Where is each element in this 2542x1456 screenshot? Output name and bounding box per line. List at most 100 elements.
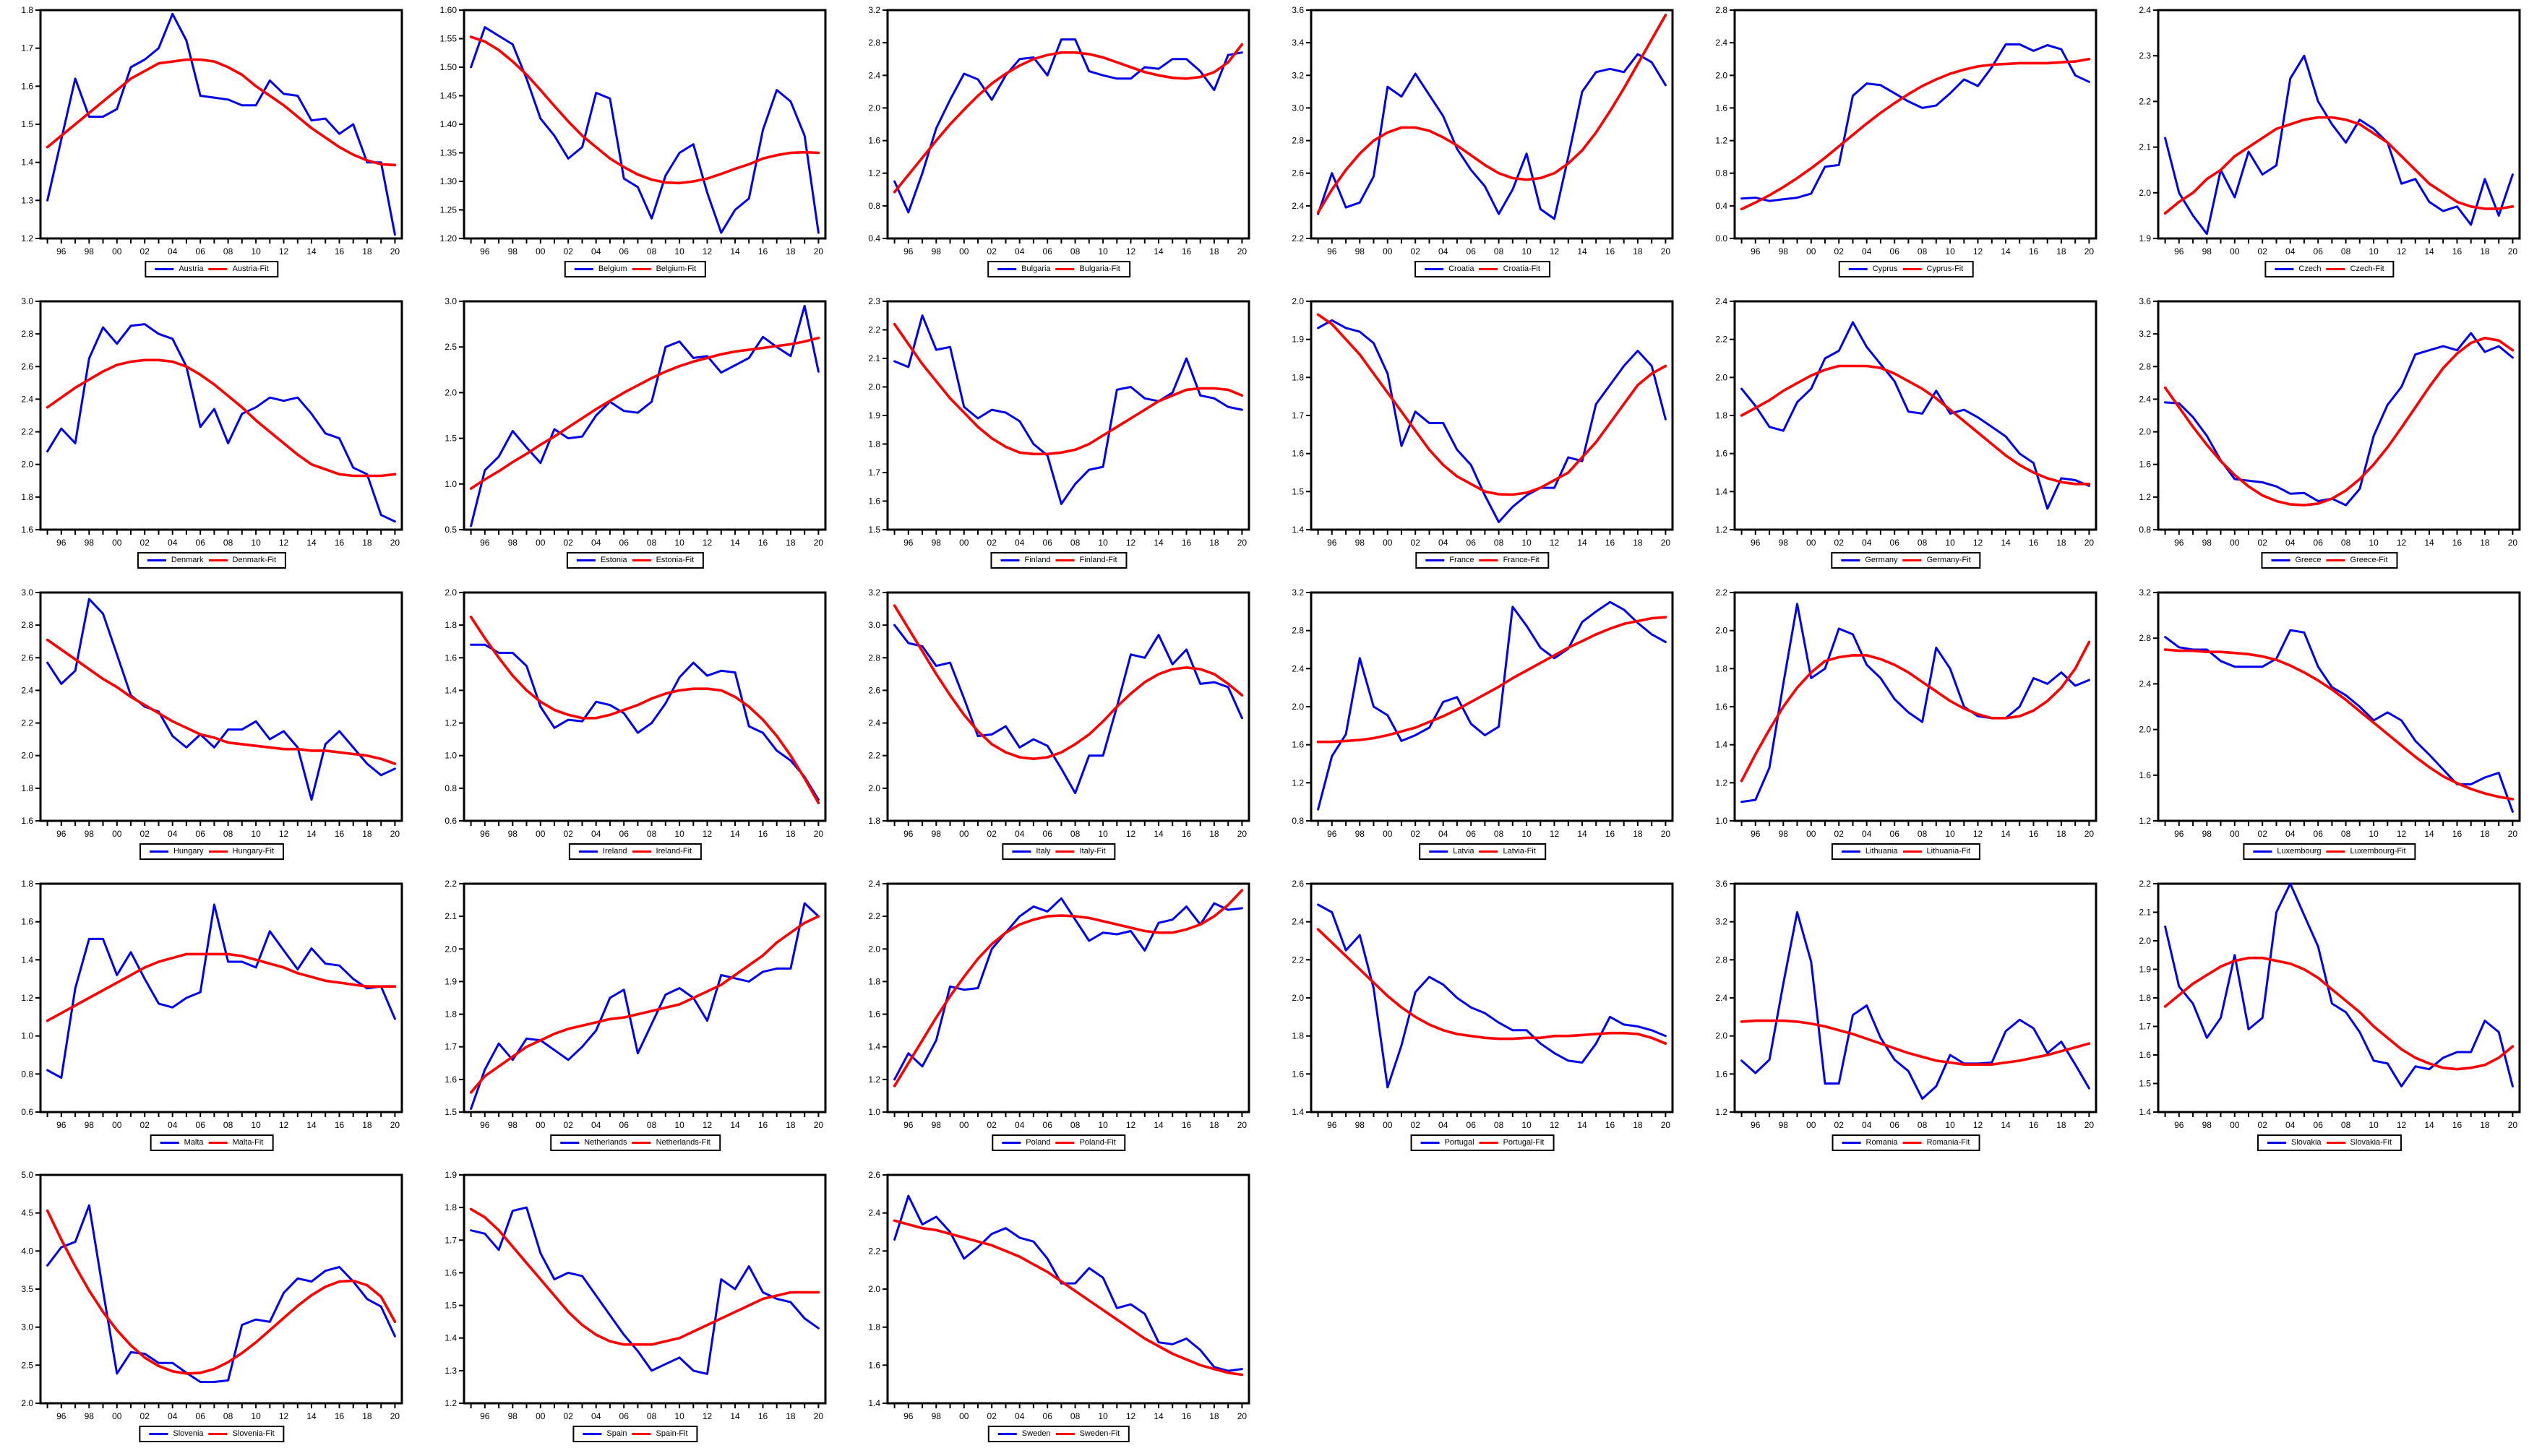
x-tick-label: 06 bbox=[1890, 1120, 1900, 1130]
fit-line-lithuania bbox=[1740, 640, 2091, 783]
x-tick-label: 12 bbox=[703, 538, 713, 548]
chart-cell-slovakia: 1.4 1.5 1.6 1.7 1.8 1.9 2.0 2.1 2.2 96 98 00 02 04 06 0… bbox=[2118, 874, 2541, 1165]
x-tick-label: 12 bbox=[703, 246, 713, 257]
legend-series-label: Italy bbox=[1036, 847, 1051, 856]
chart-cell-cyprus: 0.0 0.4 0.8 1.2 1.6 2.0 2.4 2.8 96 98 00 02 04 06 08 10… bbox=[1694, 0, 2118, 291]
x-tick-label: 12 bbox=[1550, 246, 1560, 257]
latvia-legend: Latvia Latvia-Fit bbox=[1419, 843, 1546, 860]
plot-frame bbox=[1310, 591, 1674, 822]
y-tick-label: 2.8 bbox=[1715, 955, 1727, 965]
x-tick-label: 04 bbox=[168, 829, 178, 839]
x-tick-label: 16 bbox=[2452, 538, 2462, 548]
x-tick-label: 18 bbox=[362, 246, 372, 257]
x-tick-label: 16 bbox=[758, 1120, 768, 1130]
x-tick-label: 10 bbox=[2369, 829, 2379, 839]
luxembourg-legend: Luxembourg Luxembourg-Fit bbox=[2243, 843, 2416, 860]
legend-series-swatch bbox=[2271, 559, 2290, 561]
czech-legend: Czech Czech-Fit bbox=[2264, 261, 2395, 277]
x-tick-label: 02 bbox=[140, 1120, 150, 1130]
y-tick-label: 1.6 bbox=[1715, 702, 1727, 712]
x-tick-label: 02 bbox=[1411, 246, 1421, 257]
x-tick-label: 02 bbox=[564, 538, 574, 548]
y-tick-label: 3.6 bbox=[2139, 296, 2151, 306]
y-tick-label: 2.8 bbox=[2139, 361, 2151, 371]
y-tick-label: 3.2 bbox=[868, 587, 880, 598]
chart-cell-romania: 1.2 1.6 2.0 2.4 2.8 3.2 3.6 96 98 00 02 04 06 08 10 12 1… bbox=[1694, 874, 2118, 1165]
y-tick-label: 2.4 bbox=[1292, 663, 1304, 673]
y-tick-label: 2.2 bbox=[868, 751, 880, 761]
fit-line-italy bbox=[893, 604, 1244, 760]
x-tick-label: 98 bbox=[1355, 1120, 1365, 1130]
x-tick-label: 98 bbox=[1355, 246, 1365, 257]
x-tick-label: 98 bbox=[508, 1120, 518, 1130]
y-tick-label: 1.6 bbox=[1715, 1069, 1727, 1079]
x-tick-label: 00 bbox=[536, 1411, 546, 1421]
x-tick-label: 00 bbox=[536, 1120, 546, 1130]
y-tick-label: 0.6 bbox=[21, 1107, 33, 1117]
x-tick-label: 20 bbox=[1661, 1120, 1671, 1130]
x-tick-label: 12 bbox=[703, 1411, 713, 1421]
y-tick-label: 1.6 bbox=[1292, 1069, 1304, 1079]
x-tick-label: 10 bbox=[1098, 246, 1108, 257]
y-tick-label: 1.2 bbox=[868, 1074, 880, 1085]
y-tick-label: 1.5 bbox=[2139, 1079, 2151, 1089]
y-tick-label: 3.6 bbox=[1292, 5, 1304, 15]
legend-fit-label: Finland-Fit bbox=[1079, 556, 1117, 564]
denmark-plot: 1.6 1.8 2.0 2.2 2.4 2.6 2.8 3.0 96 98 00 02 04 06 08 10… bbox=[21, 296, 403, 548]
y-tick-label: 2.4 bbox=[2139, 5, 2151, 15]
y-tick-label: 1.9 bbox=[1292, 335, 1304, 345]
x-tick-label: 02 bbox=[2258, 1120, 2268, 1130]
poland-plot: 1.0 1.2 1.4 1.6 1.8 2.0 2.2 2.4 96 98 00 02 04 06 08 10… bbox=[868, 879, 1250, 1130]
x-tick-label: 18 bbox=[1633, 538, 1643, 548]
x-tick-label: 16 bbox=[335, 1411, 345, 1421]
x-tick-label: 10 bbox=[1098, 538, 1108, 548]
chart-cell-germany: 1.2 1.4 1.6 1.8 2.0 2.2 2.4 96 98 00 02 04 06 08 10 12 1… bbox=[1694, 291, 2118, 582]
y-tick-label: 1.0 bbox=[445, 751, 457, 761]
legend-fit-label: Italy-Fit bbox=[1079, 847, 1106, 856]
x-tick-label: 16 bbox=[2029, 829, 2039, 839]
y-tick-label: 1.9 bbox=[868, 410, 880, 421]
finland-legend: Finland Finland-Fit bbox=[990, 552, 1128, 569]
y-tick-label: 1.20 bbox=[440, 233, 458, 244]
fit-line-spain bbox=[469, 1207, 820, 1346]
series-line-spain bbox=[470, 1206, 820, 1375]
y-tick-label: 0.8 bbox=[1292, 816, 1304, 826]
x-tick-label: 06 bbox=[1467, 246, 1477, 257]
x-tick-label: 96 bbox=[56, 1411, 66, 1421]
x-tick-label: 10 bbox=[1521, 246, 1532, 257]
chart-cell-denmark: 1.6 1.8 2.0 2.2 2.4 2.6 2.8 3.0 96 98 00 02 04 06 08 10… bbox=[0, 291, 424, 582]
x-tick-label: 00 bbox=[1383, 1120, 1393, 1130]
y-tick-label: 2.6 bbox=[21, 652, 33, 663]
y-tick-label: 1.2 bbox=[868, 168, 880, 178]
x-tick-label: 08 bbox=[1494, 538, 1504, 548]
ireland-legend: Ireland Ireland-Fit bbox=[568, 843, 703, 860]
x-tick-label: 02 bbox=[987, 538, 997, 548]
legend-series-swatch bbox=[1002, 1142, 1021, 1144]
legend-series-label: Malta bbox=[184, 1138, 204, 1147]
y-tick-label: 2.5 bbox=[445, 342, 457, 352]
y-tick-label: 1.5 bbox=[445, 1107, 457, 1117]
y-tick-label: 2.8 bbox=[1292, 136, 1304, 146]
x-tick-label: 96 bbox=[903, 1411, 914, 1421]
x-tick-label: 98 bbox=[85, 1120, 95, 1130]
legend-fit-swatch bbox=[208, 268, 228, 270]
y-tick-label: 1.6 bbox=[2139, 460, 2151, 470]
series-line-malta bbox=[46, 903, 396, 1080]
x-tick-label: 20 bbox=[1661, 829, 1671, 839]
fit-line-portugal bbox=[1316, 928, 1667, 1045]
legend-fit-swatch bbox=[1055, 850, 1075, 853]
legend-series-swatch bbox=[574, 268, 593, 270]
x-tick-label: 00 bbox=[1806, 1120, 1816, 1130]
legend-fit-swatch bbox=[632, 559, 651, 561]
y-tick-label: 2.4 bbox=[2139, 394, 2151, 404]
y-tick-label: 2.6 bbox=[868, 685, 880, 695]
x-tick-label: 98 bbox=[932, 829, 942, 839]
x-tick-label: 96 bbox=[2174, 538, 2184, 548]
legend-fit-swatch bbox=[632, 1433, 651, 1435]
x-tick-label: 14 bbox=[1154, 246, 1164, 257]
x-tick-label: 10 bbox=[674, 829, 684, 839]
x-tick-label: 16 bbox=[1182, 1120, 1192, 1130]
legend-fit-label: Latvia-Fit bbox=[1503, 847, 1536, 856]
plot-frame bbox=[39, 882, 403, 1113]
x-tick-label: 04 bbox=[1438, 246, 1448, 257]
